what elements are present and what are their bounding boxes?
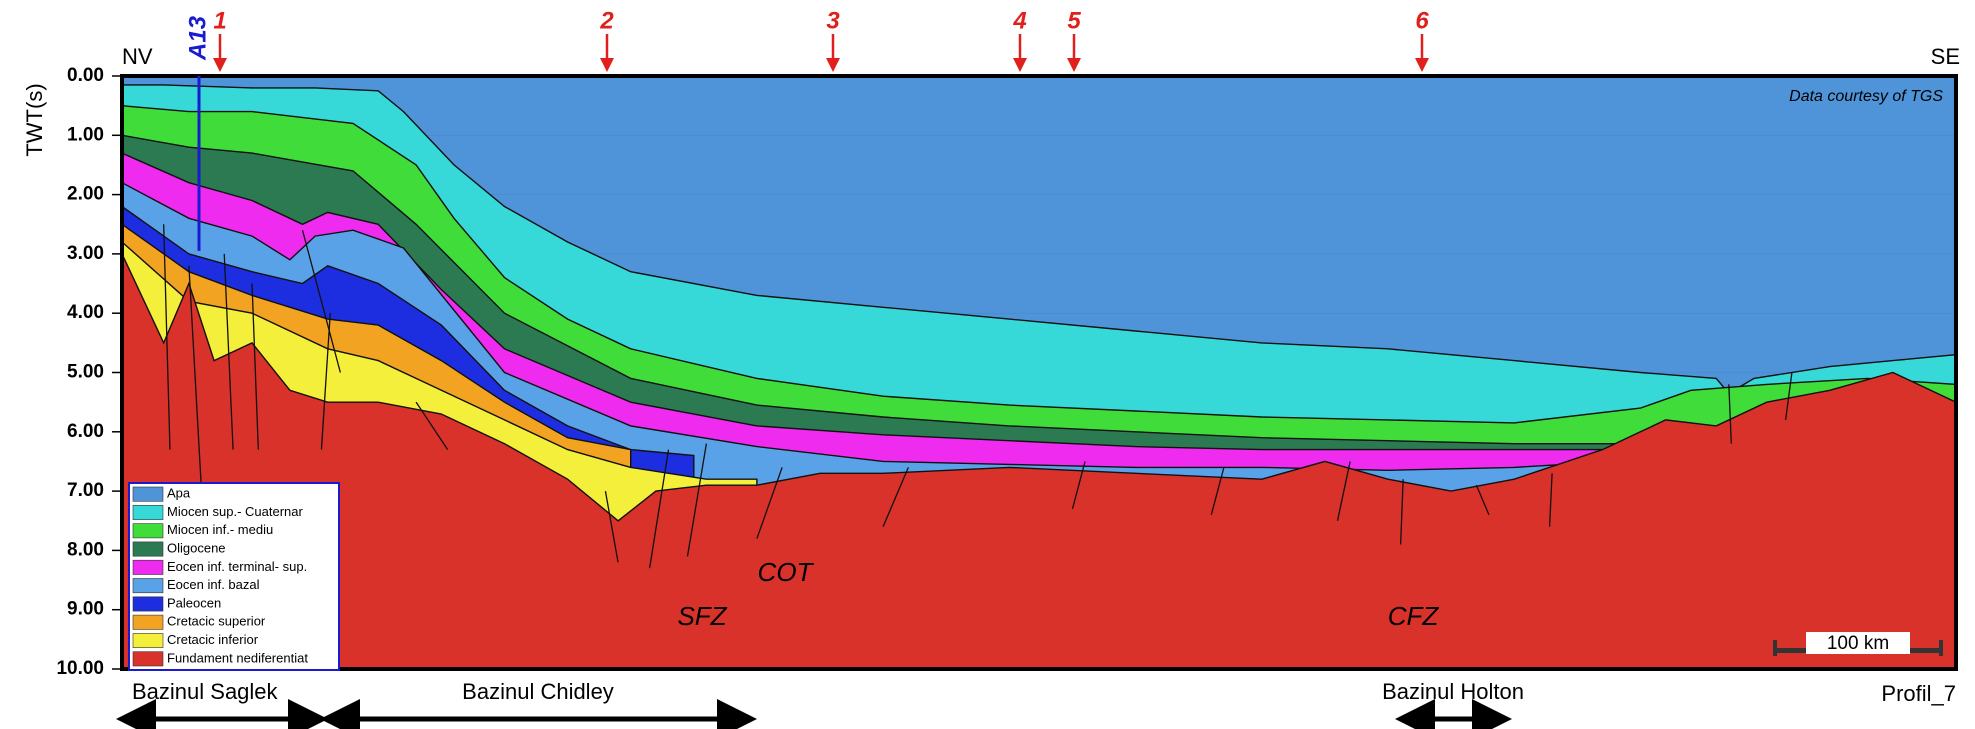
y-tick-label: 1.00 bbox=[67, 124, 104, 145]
legend-swatch bbox=[133, 652, 163, 666]
legend-swatch bbox=[133, 615, 163, 629]
figure: TWT(s) NV SE Data courtesy of TGS COT SF… bbox=[0, 0, 1975, 729]
annotation: CFZ bbox=[1388, 601, 1440, 631]
legend-label: Apa bbox=[167, 486, 191, 501]
marker-head bbox=[600, 58, 614, 72]
y-tick-label: 7.00 bbox=[67, 480, 104, 501]
y-tick-label: 2.00 bbox=[67, 184, 104, 205]
y-tick-label: 3.00 bbox=[67, 243, 104, 264]
profile-label: Profil_7 bbox=[1881, 681, 1956, 706]
marker-head bbox=[826, 58, 840, 72]
legend-swatch bbox=[133, 542, 163, 556]
legend-swatch bbox=[133, 633, 163, 647]
annotation: SFZ bbox=[677, 601, 727, 631]
y-tick-label: 0.00 bbox=[67, 65, 104, 86]
marker-label: 6 bbox=[1415, 7, 1429, 34]
well-label: A13 bbox=[184, 15, 211, 61]
right-label: SE bbox=[1931, 44, 1960, 69]
marker-label: 1 bbox=[213, 7, 226, 34]
y-axis-label: TWT(s) bbox=[22, 83, 47, 156]
basin-label: Bazinul Chidley bbox=[462, 679, 614, 704]
legend-label: Cretacic superior bbox=[167, 614, 266, 629]
marker-label: 5 bbox=[1067, 7, 1081, 34]
legend-label: Cretacic inferior bbox=[167, 632, 259, 647]
legend-swatch bbox=[133, 487, 163, 501]
y-tick-label: 6.00 bbox=[67, 421, 104, 442]
legend-swatch bbox=[133, 560, 163, 574]
legend-swatch bbox=[133, 597, 163, 611]
left-label: NV bbox=[122, 44, 153, 69]
basin-label: Bazinul Holton bbox=[1382, 679, 1524, 704]
section bbox=[122, 76, 1956, 669]
marker-head bbox=[1415, 58, 1429, 72]
legend-swatch bbox=[133, 505, 163, 519]
marker-head bbox=[213, 58, 227, 72]
marker-head bbox=[1013, 58, 1027, 72]
legend-label: Miocen inf.- mediu bbox=[167, 522, 273, 537]
y-tick-label: 5.00 bbox=[67, 362, 104, 383]
y-tick-label: 9.00 bbox=[67, 599, 104, 620]
y-tick-label: 10.00 bbox=[56, 658, 104, 679]
y-tick-label: 8.00 bbox=[67, 539, 104, 560]
credit: Data courtesy of TGS bbox=[1789, 88, 1943, 105]
legend-label: Paleocen bbox=[167, 595, 221, 610]
basin-label: Bazinul Saglek bbox=[132, 679, 279, 704]
legend-label: Eocen inf. bazal bbox=[167, 577, 260, 592]
legend-label: Fundament nediferentiat bbox=[167, 650, 308, 665]
marker-label: 2 bbox=[599, 7, 614, 34]
marker-label: 4 bbox=[1012, 7, 1026, 34]
annotation: COT bbox=[758, 557, 815, 587]
legend-swatch bbox=[133, 579, 163, 593]
marker-label: 3 bbox=[826, 7, 840, 34]
legend-label: Eocen inf. terminal- sup. bbox=[167, 559, 307, 574]
scale-label: 100 km bbox=[1827, 633, 1889, 654]
legend-label: Oligocene bbox=[167, 540, 226, 555]
y-tick-label: 4.00 bbox=[67, 302, 104, 323]
marker-head bbox=[1067, 58, 1081, 72]
legend-swatch bbox=[133, 524, 163, 538]
legend-label: Miocen sup.- Cuaternar bbox=[167, 504, 304, 519]
